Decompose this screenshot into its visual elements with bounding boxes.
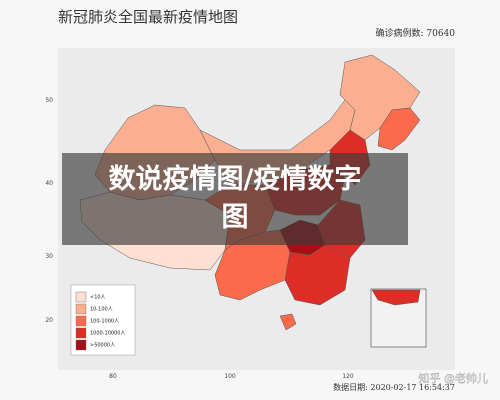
x-tick-label: 120 [342,373,354,380]
x-tick-label: 80 [109,373,117,380]
legend-label: >50000人 [90,343,115,349]
overlay-banner [62,153,408,245]
y-tick-label: 50 [45,97,53,104]
y-tick-label: 30 [45,253,53,260]
province [279,313,297,331]
y-tick-label: 20 [45,317,53,324]
y-tick-label: 40 [45,180,53,187]
legend-label: 10-100人 [90,307,113,313]
province [284,244,351,306]
legend-label: 100-1000人 [90,319,119,325]
legend-label: 1000-10000人 [90,331,125,337]
province [371,289,421,306]
legend: <10人 10-100人 100-1000人 1000-10000人 >5000… [70,284,136,356]
overlay-text: 数说疫情图/疫情数字 [109,163,362,195]
date: 数据日期: 2020-02-17 16:54:37 [333,382,455,392]
total-cases: 确诊病例数: 70640 [375,27,455,39]
legend-swatch [75,291,87,303]
province [377,107,421,151]
legend-swatch [75,327,87,339]
overlay-text: 图 [222,202,249,233]
legend-swatch [75,339,87,351]
legend-label: <10人 [90,295,106,301]
legend-swatch [75,303,87,315]
legend-swatch [75,315,87,327]
watermark: 知乎 @老帅儿 [419,371,489,385]
title: 新冠肺炎全国最新疫情地图 [58,8,238,26]
x-tick-label: 100 [224,373,236,380]
